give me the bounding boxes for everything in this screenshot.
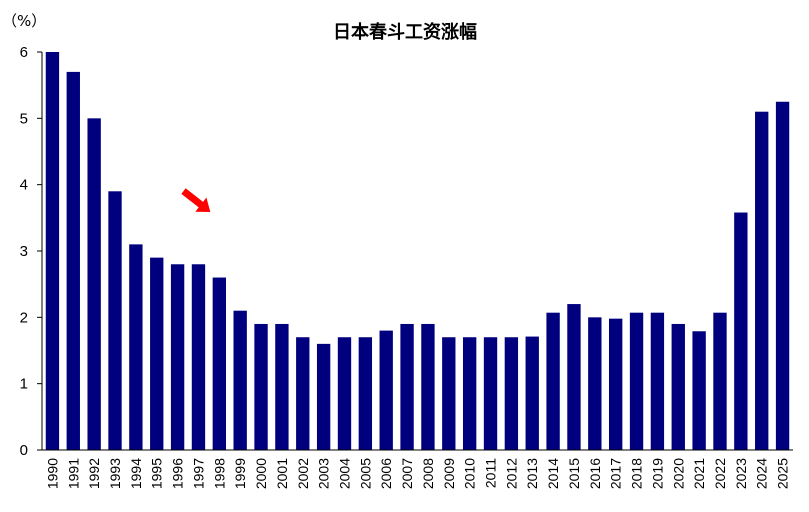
x-tick-label: 2020 [670, 458, 686, 489]
x-tick-label: 1993 [107, 458, 123, 489]
x-tick-label: 2019 [649, 458, 665, 489]
bar-1997 [191, 264, 206, 450]
x-tick-label: 1994 [128, 458, 144, 489]
bar-2000 [254, 323, 268, 450]
bars-group [45, 52, 790, 451]
x-tick-label: 2013 [524, 458, 540, 489]
bar-2021 [692, 331, 706, 450]
x-tick-label: 2010 [462, 458, 478, 489]
x-tick-label: 2023 [733, 458, 749, 489]
bar-2012 [504, 337, 519, 450]
bar-1992 [87, 118, 101, 450]
bar-1998 [212, 277, 226, 450]
y-tick-label: 1 [20, 376, 28, 393]
x-tick-label: 1990 [44, 458, 60, 489]
arrow-shape [181, 188, 211, 212]
bar-2002 [296, 337, 310, 450]
y-tick-label: 5 [20, 110, 28, 127]
x-tick-label: 1995 [149, 458, 165, 489]
x-tick-label: 2014 [545, 458, 561, 489]
x-tick-label: 2003 [316, 458, 332, 489]
x-tick-label: 2025 [775, 458, 791, 489]
x-tick-label: 2017 [608, 458, 624, 489]
bar-1999 [233, 310, 247, 450]
bar-2013 [525, 336, 539, 450]
bar-2006 [379, 330, 393, 450]
x-tick-label: 2011 [483, 458, 499, 488]
bar-1993 [108, 191, 122, 451]
bar-2010 [462, 337, 477, 450]
bar-2017 [609, 318, 623, 450]
bar-2011 [483, 337, 498, 450]
bar-2003 [316, 343, 331, 450]
y-axis-ticks: 0 1 2 3 4 5 6 [20, 44, 42, 459]
x-tick-label: 2022 [712, 458, 728, 489]
x-tick-label: 2002 [295, 458, 311, 489]
y-tick-label: 3 [20, 243, 28, 260]
chart-title: 日本春斗工资涨幅 [333, 21, 477, 43]
y-tick-label: 6 [20, 44, 28, 61]
bar-2007 [400, 323, 414, 450]
x-axis-category-labels: 1990 1991 1992 1993 1994 1995 1996 1997 1998 1999… [44, 458, 790, 489]
x-tick-label: 2016 [587, 458, 603, 489]
bar-2025 [775, 101, 790, 450]
bar-2018 [629, 312, 644, 450]
x-tick-label: 1992 [86, 458, 102, 489]
bar-2019 [650, 312, 665, 450]
x-tick-label: 2008 [420, 458, 436, 489]
bar-1995 [150, 257, 164, 450]
bar-2022 [713, 312, 727, 450]
bar-2015 [567, 304, 581, 450]
x-tick-label: 2009 [441, 458, 457, 489]
x-tick-label: 2012 [503, 458, 519, 489]
x-tick-label: 1999 [232, 458, 248, 489]
y-tick-label: 4 [20, 177, 28, 194]
bar-2009 [442, 337, 456, 450]
bar-2024 [755, 111, 769, 450]
y-tick-label: 0 [20, 442, 28, 459]
bar-2016 [588, 317, 602, 450]
bar-1990 [45, 52, 60, 450]
x-tick-label: 2007 [399, 458, 415, 489]
bar-1994 [129, 244, 143, 450]
x-tick-label: 2005 [357, 458, 373, 489]
bar-2023 [734, 212, 748, 450]
y-tick-label: 2 [20, 309, 28, 326]
y-axis-unit-label: （%） [2, 12, 46, 30]
x-tick-label: 2015 [566, 458, 582, 489]
x-tick-label: 1996 [170, 458, 186, 489]
x-tick-label: 1998 [211, 458, 227, 489]
x-tick-label: 2024 [754, 458, 770, 489]
x-tick-label: 2001 [274, 458, 290, 489]
bar-1991 [66, 71, 80, 451]
x-tick-label: 2004 [336, 458, 352, 489]
x-tick-label: 2021 [691, 458, 707, 489]
x-tick-label: 2018 [629, 458, 645, 489]
annotation-arrow-icon [181, 188, 211, 212]
x-tick-label: 1997 [190, 458, 206, 489]
x-tick-label: 2000 [253, 458, 269, 489]
bar-2001 [275, 323, 289, 450]
bar-2005 [358, 337, 373, 450]
bar-2004 [337, 337, 352, 450]
bar-1996 [170, 264, 185, 450]
x-tick-label: 2006 [378, 458, 394, 489]
bar-2008 [421, 323, 435, 450]
annotation-arrow-icon [181, 188, 211, 212]
bar-2014 [546, 312, 560, 450]
bar-2020 [671, 323, 685, 450]
x-tick-label: 1991 [65, 458, 81, 489]
